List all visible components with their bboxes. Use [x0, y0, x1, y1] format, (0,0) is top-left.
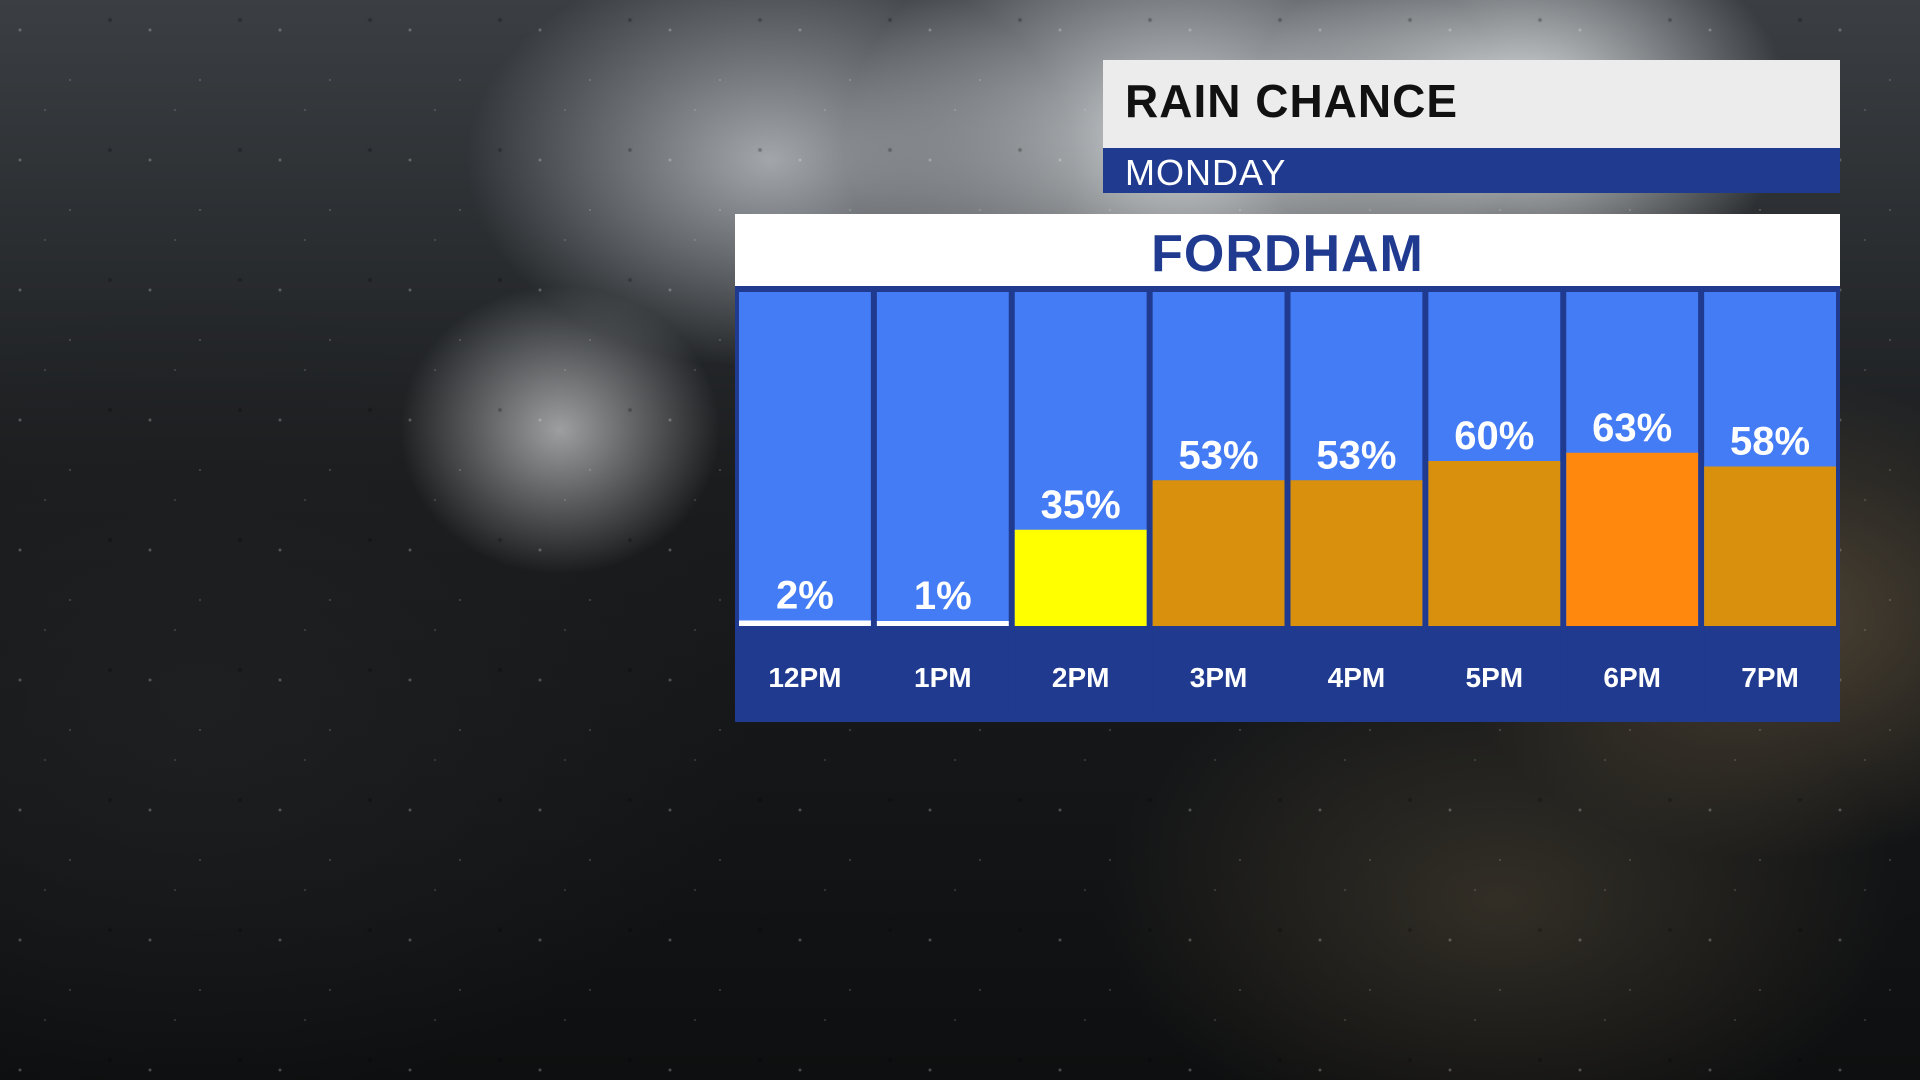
value-label: 1% [914, 574, 972, 618]
time-cell [1290, 626, 1423, 716]
time-cell [1014, 626, 1147, 716]
bar-3pm [1152, 480, 1285, 626]
day-label: MONDAY [1125, 152, 1287, 193]
column-background [739, 292, 871, 626]
value-label: 53% [1179, 433, 1259, 477]
time-cell [739, 626, 871, 716]
time-label: 1PM [914, 662, 972, 693]
value-label: 63% [1592, 406, 1672, 450]
time-label: 12PM [768, 662, 841, 693]
bar-2pm [1014, 529, 1147, 626]
chart-title: RAIN CHANCE [1125, 75, 1458, 127]
bar-12pm [739, 620, 871, 626]
value-label: 35% [1041, 483, 1121, 527]
time-label: 4PM [1328, 662, 1386, 693]
day-banner: MONDAY [1103, 148, 1840, 193]
column-background [876, 292, 1009, 626]
bar-5pm [1428, 461, 1561, 626]
time-label: 3PM [1190, 662, 1248, 693]
value-label: 60% [1454, 414, 1534, 458]
title-banner: RAIN CHANCE [1103, 60, 1840, 148]
time-cell [1704, 626, 1836, 716]
bar-1pm [876, 621, 1009, 626]
time-cell [1428, 626, 1561, 716]
time-label: 2PM [1052, 662, 1110, 693]
bar-4pm [1290, 480, 1423, 626]
value-label: 53% [1316, 433, 1396, 477]
time-label: 5PM [1466, 662, 1524, 693]
time-cell [1566, 626, 1699, 716]
location-banner: FORDHAM [735, 214, 1840, 286]
rain-chance-chart: 2% 12PM 1% 1PM 35% 2PM 53% 3PM 53% 4PM 60% 5PM 63% 6P… [735, 286, 1840, 722]
location-label: FORDHAM [1151, 225, 1424, 283]
time-label: 7PM [1741, 662, 1799, 693]
bar-chart-svg: 2% 12PM 1% 1PM 35% 2PM 53% 3PM 53% 4PM 60% 5PM 63% 6P… [739, 292, 1836, 716]
time-cell [1152, 626, 1285, 716]
bar-6pm [1566, 452, 1699, 626]
value-label: 2% [776, 574, 834, 618]
value-label: 58% [1730, 420, 1810, 464]
time-cell [876, 626, 1009, 716]
bar-7pm [1704, 466, 1836, 626]
time-label: 6PM [1603, 662, 1661, 693]
